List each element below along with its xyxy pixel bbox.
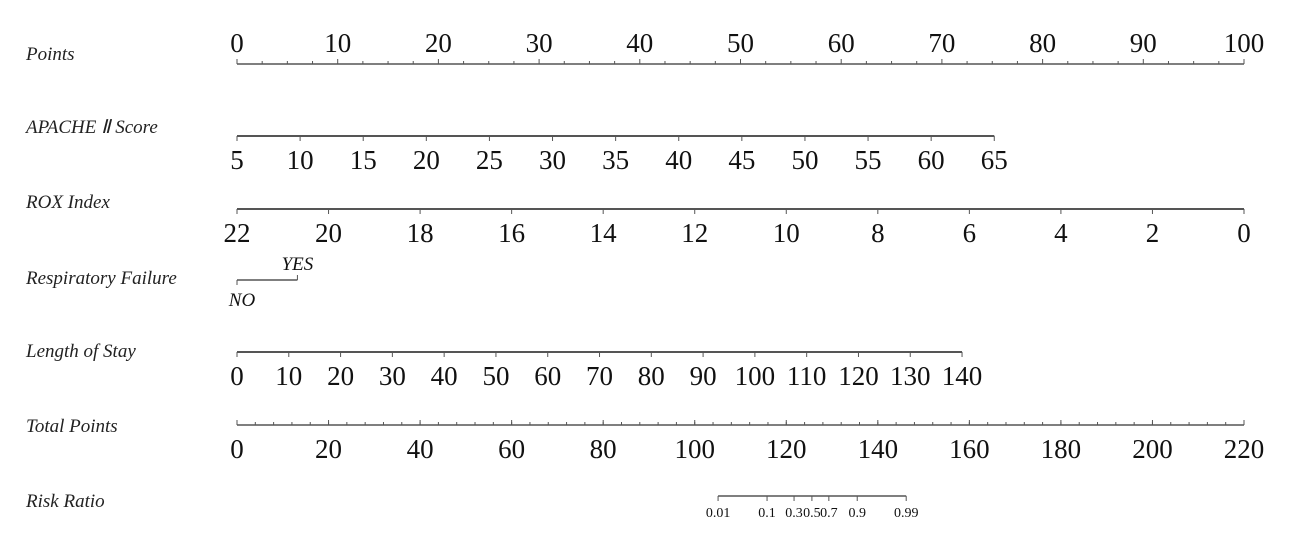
row-label-points: Points (25, 44, 75, 65)
total-points-tick-label: 20 (315, 434, 342, 464)
row-label-rox-index: ROX Index (25, 192, 110, 213)
risk-ratio-tick-label: 0.7 (820, 506, 838, 521)
points-tick-label: 70 (928, 28, 955, 58)
category-label-no: NO (228, 290, 256, 311)
rox-index-tick-label: 16 (498, 218, 525, 248)
length-of-stay-tick-label: 80 (638, 361, 665, 391)
length-of-stay-tick-label: 70 (586, 361, 613, 391)
row-label-apache-score: APACHE Ⅱ Score (24, 117, 158, 138)
rox-index-tick-label: 14 (590, 218, 618, 248)
row-label-length-of-stay: Length of Stay (25, 341, 136, 362)
length-of-stay-tick-label: 140 (942, 361, 983, 391)
points-tick-label: 90 (1130, 28, 1157, 58)
points-tick-label: 20 (425, 28, 452, 58)
points-tick-label: 30 (526, 28, 553, 58)
apache-score-tick-label: 55 (855, 145, 882, 175)
risk-ratio-tick-label: 0.1 (758, 506, 776, 521)
points-tick-label: 50 (727, 28, 754, 58)
risk-ratio-tick-label: 0.3 (785, 506, 803, 521)
apache-score-tick-label: 65 (981, 145, 1008, 175)
total-points-tick-label: 160 (949, 434, 990, 464)
length-of-stay-tick-label: 0 (230, 361, 244, 391)
apache-score-tick-label: 50 (791, 145, 818, 175)
rox-index-tick-label: 6 (963, 218, 977, 248)
apache-score-tick-label: 40 (665, 145, 692, 175)
points-tick-label: 100 (1224, 28, 1265, 58)
risk-ratio-tick-label: 0.5 (803, 506, 821, 521)
length-of-stay-tick-label: 30 (379, 361, 406, 391)
length-of-stay-tick-label: 130 (890, 361, 931, 391)
apache-score-tick-label: 60 (918, 145, 945, 175)
points-tick-label: 40 (626, 28, 653, 58)
apache-score-tick-label: 25 (476, 145, 503, 175)
row-label-respiratory-failure: Respiratory Failure (25, 268, 177, 289)
total-points-tick-label: 100 (674, 434, 715, 464)
total-points-tick-label: 220 (1224, 434, 1265, 464)
rox-index-tick-label: 0 (1237, 218, 1251, 248)
total-points-tick-label: 120 (766, 434, 807, 464)
rox-index-tick-label: 18 (407, 218, 434, 248)
rox-index-tick-label: 20 (315, 218, 342, 248)
rox-index-tick-label: 12 (681, 218, 708, 248)
total-points-tick-label: 180 (1041, 434, 1082, 464)
rox-index-tick-label: 2 (1146, 218, 1160, 248)
rox-index-tick-label: 4 (1054, 218, 1068, 248)
apache-score-tick-label: 10 (287, 145, 314, 175)
rox-index-tick-label: 8 (871, 218, 885, 248)
total-points-tick-label: 200 (1132, 434, 1173, 464)
length-of-stay-tick-label: 90 (690, 361, 717, 391)
length-of-stay-tick-label: 40 (431, 361, 458, 391)
risk-ratio-tick-label: 0.01 (706, 506, 731, 521)
points-tick-label: 60 (828, 28, 855, 58)
apache-score-tick-label: 30 (539, 145, 566, 175)
apache-score-tick-label: 20 (413, 145, 440, 175)
total-points-tick-label: 140 (858, 434, 899, 464)
apache-score-tick-label: 5 (230, 145, 244, 175)
apache-score-tick-label: 15 (350, 145, 377, 175)
points-tick-label: 80 (1029, 28, 1056, 58)
length-of-stay-tick-label: 110 (787, 361, 827, 391)
apache-score-tick-label: 35 (602, 145, 629, 175)
length-of-stay-tick-label: 60 (534, 361, 561, 391)
total-points-tick-label: 60 (498, 434, 525, 464)
rox-index-tick-label: 10 (773, 218, 800, 248)
rox-index-tick-label: 22 (224, 218, 251, 248)
total-points-tick-label: 80 (590, 434, 617, 464)
length-of-stay-tick-label: 10 (275, 361, 302, 391)
total-points-tick-label: 0 (230, 434, 244, 464)
row-label-total-points: Total Points (26, 416, 118, 437)
points-tick-label: 10 (324, 28, 351, 58)
risk-ratio-tick-label: 0.99 (894, 506, 919, 521)
risk-ratio-tick-label: 0.9 (848, 506, 866, 521)
category-label-yes: YES (282, 254, 314, 275)
length-of-stay-tick-label: 20 (327, 361, 354, 391)
points-tick-label: 0 (230, 28, 244, 58)
total-points-tick-label: 40 (407, 434, 434, 464)
length-of-stay-tick-label: 50 (482, 361, 509, 391)
row-label-risk-ratio: Risk Ratio (25, 491, 105, 512)
apache-score-tick-label: 45 (728, 145, 755, 175)
length-of-stay-tick-label: 100 (735, 361, 776, 391)
length-of-stay-tick-label: 120 (838, 361, 879, 391)
